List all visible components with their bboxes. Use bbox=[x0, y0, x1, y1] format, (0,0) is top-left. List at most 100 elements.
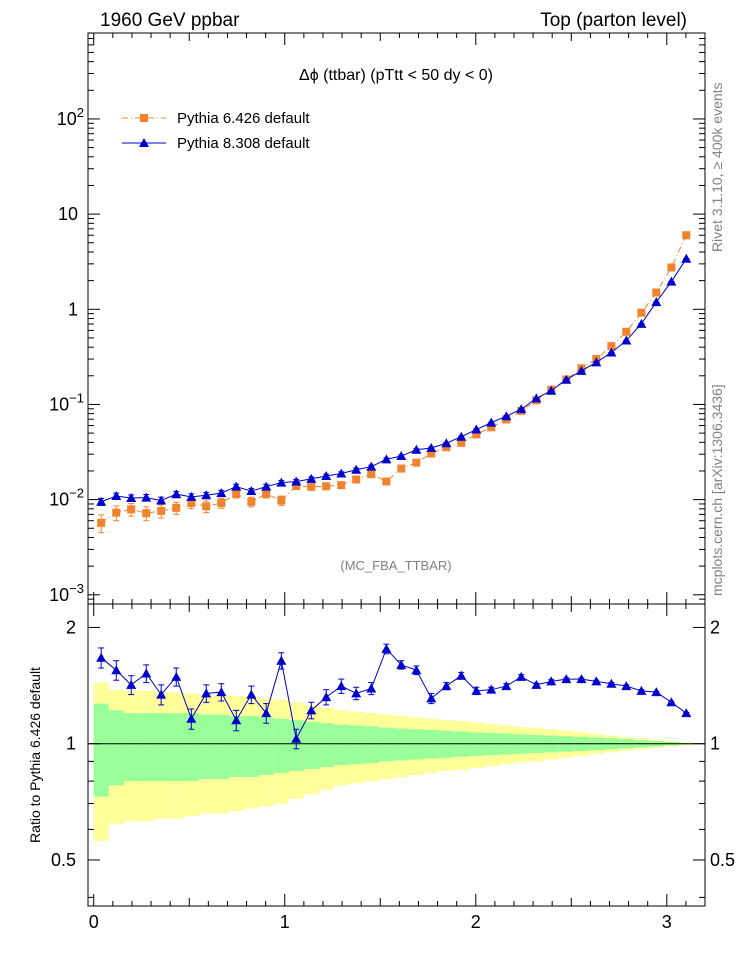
data-point-pythia8 bbox=[276, 477, 287, 487]
ratio-data-point bbox=[141, 668, 152, 678]
legend-label-pythia6: Pythia 6.426 default bbox=[177, 110, 310, 127]
ratio-data-point bbox=[366, 683, 377, 693]
header-right: Top (parton level) bbox=[540, 10, 687, 31]
data-point-pythia8 bbox=[351, 464, 362, 474]
data-point-pythia8 bbox=[666, 276, 677, 286]
data-point-pythia6 bbox=[277, 496, 286, 505]
data-point-pythia6 bbox=[187, 499, 196, 508]
legend-marker-pythia8 bbox=[139, 138, 149, 147]
ratio-data-point bbox=[561, 674, 572, 684]
ratio-y-tick-label-right: 1 bbox=[710, 734, 720, 754]
side-text-top: Rivet 3.1.10, ≥ 400k events bbox=[709, 82, 725, 252]
data-point-pythia8 bbox=[291, 476, 302, 486]
data-point-pythia8 bbox=[471, 424, 482, 434]
uncertainty-band-inner bbox=[348, 725, 364, 765]
data-point-pythia6 bbox=[337, 481, 346, 490]
data-point-pythia6 bbox=[427, 449, 436, 458]
data-point-pythia6 bbox=[307, 482, 316, 491]
data-point-pythia8 bbox=[111, 491, 122, 501]
ratio-data-point bbox=[591, 676, 602, 686]
plot-title: Δϕ (ttbar) (pTtt < 50 dy < 0) bbox=[299, 67, 493, 84]
data-point-pythia8 bbox=[396, 451, 407, 461]
ratio-x-tick-label: 1 bbox=[280, 912, 290, 932]
uncertainty-band-inner bbox=[258, 717, 274, 775]
data-point-pythia8 bbox=[651, 297, 662, 307]
main-plot-layer: 10−3 10−2 10−1 1 10 102 bbox=[49, 32, 705, 605]
data-point-pythia8 bbox=[441, 438, 452, 448]
data-point-pythia6 bbox=[367, 470, 376, 479]
ratio-data-point bbox=[321, 692, 332, 702]
data-point-pythia6 bbox=[142, 509, 151, 518]
data-point-pythia8 bbox=[621, 335, 632, 345]
ratio-data-point bbox=[156, 689, 167, 699]
data-point-pythia8 bbox=[141, 492, 152, 502]
ratio-x-tick-label: 3 bbox=[662, 912, 672, 932]
data-point-pythia8 bbox=[546, 385, 557, 395]
ratio-data-point bbox=[471, 685, 482, 695]
data-point-pythia6 bbox=[412, 458, 421, 467]
data-point-pythia8 bbox=[216, 488, 227, 498]
data-point-pythia6 bbox=[127, 505, 136, 514]
data-point-pythia6 bbox=[97, 518, 106, 527]
uncertainty-band-inner bbox=[138, 713, 154, 782]
ratio-plot-layer: 0.5 0.5 1 1 2 2 0 1 2 3 bbox=[51, 604, 735, 932]
ratio-data-point bbox=[396, 659, 407, 669]
uncertainty-band-inner bbox=[243, 715, 259, 777]
ratio-plot-frame bbox=[87, 603, 706, 907]
ratio-data-point bbox=[351, 688, 362, 698]
legend-marker-pythia6 bbox=[140, 114, 148, 122]
data-point-pythia8 bbox=[96, 496, 107, 506]
uncertainty-band-inner bbox=[303, 721, 319, 770]
ratio-data-point bbox=[411, 665, 422, 675]
ratio-y-tick-label: 2 bbox=[66, 617, 76, 637]
data-point-pythia8 bbox=[321, 471, 332, 481]
data-point-pythia8 bbox=[171, 489, 182, 499]
data-point-pythia8 bbox=[366, 461, 377, 471]
uncertainty-band-inner bbox=[93, 703, 109, 797]
uncertainty-band-inner bbox=[273, 718, 289, 773]
data-point-pythia6 bbox=[637, 308, 646, 317]
data-point-pythia8 bbox=[186, 491, 197, 501]
data-point-pythia6 bbox=[112, 508, 121, 517]
data-point-pythia6 bbox=[172, 503, 181, 512]
analysis-tag: (MC_FBA_TTBAR) bbox=[340, 558, 451, 573]
series-line-pythia6 bbox=[100, 235, 687, 524]
data-point-pythia6 bbox=[232, 489, 241, 498]
uncertainty-band-inner bbox=[213, 714, 229, 780]
data-point-pythia6 bbox=[157, 506, 166, 515]
data-point-pythia6 bbox=[397, 464, 406, 473]
ratio-data-point bbox=[111, 665, 122, 675]
data-point-pythia6 bbox=[292, 482, 301, 491]
ratio-data-point bbox=[216, 687, 227, 697]
uncertainty-band-inner bbox=[438, 730, 454, 758]
uncertainty-band-inner bbox=[168, 713, 184, 782]
ratio-data-point bbox=[456, 670, 467, 680]
data-point-pythia8 bbox=[561, 374, 572, 384]
ratio-data-point bbox=[261, 708, 272, 718]
series-line-pythia8 bbox=[101, 258, 687, 503]
ratio-data-point bbox=[606, 678, 617, 688]
ratio-data-point bbox=[336, 681, 347, 691]
uncertainty-band-inner bbox=[378, 727, 394, 762]
uncertainty-band-inner bbox=[423, 730, 439, 759]
main-y-tick-label: 10 bbox=[58, 204, 78, 224]
data-point-pythia6 bbox=[247, 497, 256, 506]
uncertainty-band-inner bbox=[183, 713, 199, 782]
ratio-data-point bbox=[426, 693, 437, 703]
data-point-pythia8 bbox=[516, 404, 527, 414]
data-point-pythia8 bbox=[261, 481, 272, 491]
ratio-y-axis-label: Ratio to Pythia 6.426 default bbox=[27, 667, 43, 843]
data-point-pythia6 bbox=[652, 288, 661, 297]
data-point-pythia8 bbox=[576, 365, 587, 375]
uncertainty-band-inner bbox=[393, 728, 409, 761]
data-point-pythia8 bbox=[411, 444, 422, 454]
ratio-y-tick-label-right: 2 bbox=[710, 617, 720, 637]
ratio-data-point bbox=[201, 688, 212, 698]
main-y-tick-label: 102 bbox=[57, 105, 84, 129]
ratio-data-point bbox=[681, 708, 692, 718]
data-point-pythia8 bbox=[606, 347, 617, 357]
data-point-pythia6 bbox=[262, 489, 271, 498]
ratio-data-point bbox=[666, 697, 677, 707]
ratio-data-point bbox=[246, 689, 257, 699]
